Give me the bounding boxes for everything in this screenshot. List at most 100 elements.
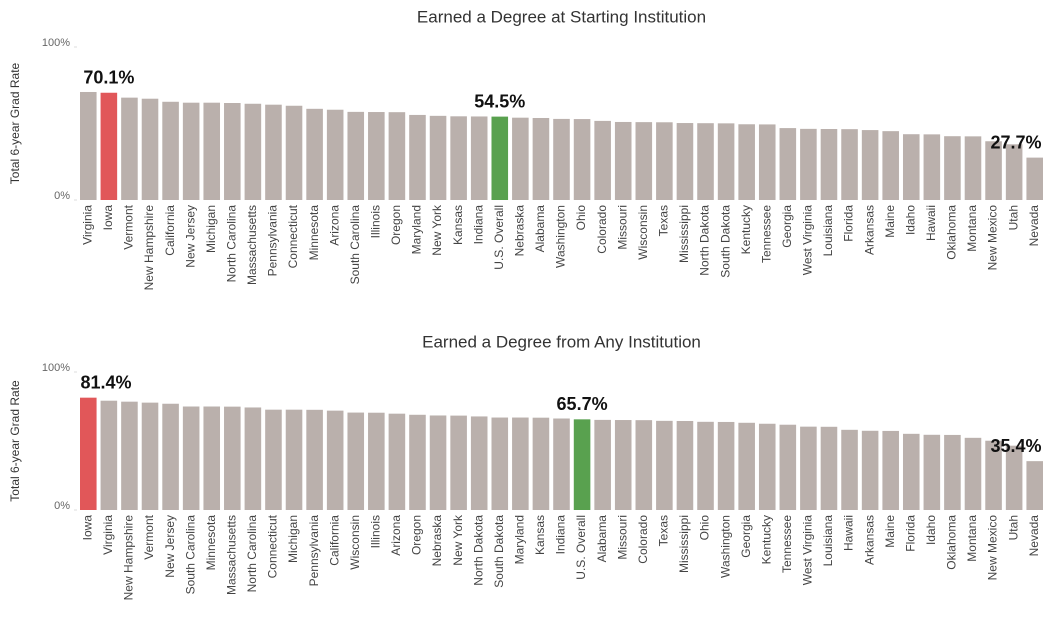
bar bbox=[553, 418, 570, 510]
bar bbox=[532, 117, 550, 200]
x-tick-label: Indiana bbox=[554, 515, 568, 555]
x-tick-label: Nebraska bbox=[513, 205, 527, 257]
x-tick-label: North Dakota bbox=[471, 515, 485, 586]
bar bbox=[820, 426, 838, 510]
bar bbox=[470, 116, 488, 200]
x-tick-label: Minnesota bbox=[204, 515, 218, 571]
bar bbox=[676, 123, 694, 200]
bar bbox=[964, 437, 982, 510]
x-tick-label: Pennsylvania bbox=[266, 205, 280, 277]
x-tick-label: Illinois bbox=[369, 205, 383, 238]
x-tick-label: Kentucky bbox=[739, 205, 753, 254]
bar bbox=[594, 419, 611, 510]
bar bbox=[285, 105, 303, 200]
x-tick-label: Hawaii bbox=[924, 205, 938, 241]
bar bbox=[820, 129, 838, 200]
x-tick-label: Utah bbox=[1006, 515, 1020, 540]
x-tick-label: Arizona bbox=[327, 205, 341, 246]
x-tick-label: Mississippi bbox=[677, 205, 691, 263]
x-tick-label: North Carolina bbox=[245, 515, 259, 593]
bar bbox=[80, 397, 97, 510]
x-tick-label: Maryland bbox=[410, 205, 424, 254]
x-tick-label: Iowa bbox=[80, 515, 94, 541]
x-tick-label: Idaho bbox=[924, 515, 938, 545]
bar bbox=[100, 92, 118, 200]
y-tick-label: 0% bbox=[54, 500, 70, 512]
x-tick-label: West Virginia bbox=[801, 515, 815, 586]
x-tick-label: Missouri bbox=[615, 515, 629, 560]
x-tick-label: Georgia bbox=[739, 515, 753, 558]
bar bbox=[944, 136, 961, 200]
x-tick-label: Oklahoma bbox=[945, 205, 959, 260]
x-tick-label: Illinois bbox=[369, 515, 383, 548]
bar bbox=[944, 434, 961, 510]
bar bbox=[1026, 157, 1043, 200]
x-tick-label: Iowa bbox=[101, 205, 115, 231]
bar bbox=[470, 416, 488, 510]
bar bbox=[224, 406, 241, 510]
bar bbox=[656, 122, 673, 200]
bar bbox=[368, 412, 385, 510]
x-tick-label: California bbox=[163, 205, 177, 256]
y-axis-label: Total 6-year Grad Rate bbox=[8, 62, 22, 184]
x-tick-label: South Dakota bbox=[492, 515, 506, 588]
x-tick-label: New York bbox=[430, 204, 444, 256]
bar bbox=[244, 407, 262, 510]
x-tick-label: South Carolina bbox=[183, 515, 197, 595]
bar bbox=[902, 134, 920, 200]
bar bbox=[491, 116, 509, 200]
x-tick-label: Ohio bbox=[698, 515, 712, 541]
bar bbox=[388, 112, 406, 200]
x-tick-label: Oklahoma bbox=[945, 515, 959, 570]
bar bbox=[717, 421, 735, 510]
bar bbox=[265, 104, 282, 200]
bar bbox=[532, 417, 550, 510]
bar bbox=[635, 420, 653, 510]
x-tick-label: Wisconsin bbox=[636, 205, 650, 260]
x-tick-label: Kansas bbox=[533, 515, 547, 555]
bar bbox=[326, 410, 344, 510]
x-tick-label: Tennessee bbox=[780, 515, 794, 573]
value-label: 54.5% bbox=[474, 91, 525, 111]
bar bbox=[306, 108, 323, 200]
x-tick-label: South Carolina bbox=[348, 205, 362, 285]
x-tick-label: Connecticut bbox=[286, 204, 300, 268]
bar bbox=[182, 406, 200, 510]
x-tick-label: Michigan bbox=[286, 515, 300, 563]
x-tick-label: California bbox=[327, 515, 341, 566]
x-tick-label: Connecticut bbox=[266, 514, 280, 578]
bar bbox=[614, 121, 632, 200]
x-tick-label: Montana bbox=[965, 515, 979, 562]
bar bbox=[491, 417, 509, 510]
x-tick-label: Wisconsin bbox=[348, 515, 362, 570]
bar bbox=[676, 420, 694, 510]
bar bbox=[614, 420, 632, 510]
bar bbox=[203, 406, 221, 510]
bar bbox=[841, 429, 858, 510]
bar bbox=[964, 136, 982, 200]
x-tick-label: Idaho bbox=[903, 205, 917, 235]
bar bbox=[285, 409, 303, 510]
bar bbox=[429, 115, 447, 200]
x-tick-label: New Hampshire bbox=[142, 205, 156, 291]
bar bbox=[1026, 461, 1043, 510]
x-tick-label: Vermont bbox=[142, 514, 156, 559]
x-tick-label: Indiana bbox=[471, 205, 485, 245]
bar bbox=[800, 426, 817, 510]
bar bbox=[265, 409, 282, 510]
bar bbox=[182, 102, 200, 200]
x-tick-label: Arkansas bbox=[862, 205, 876, 255]
bar bbox=[203, 102, 221, 200]
x-tick-label: Oregon bbox=[410, 515, 424, 555]
bar bbox=[923, 434, 941, 510]
x-tick-label: New York bbox=[451, 514, 465, 566]
x-tick-label: Ohio bbox=[574, 205, 588, 231]
bar bbox=[162, 101, 179, 200]
x-tick-label: Tennessee bbox=[759, 205, 773, 263]
x-tick-label: New Hampshire bbox=[122, 515, 136, 601]
x-tick-label: New Mexico bbox=[986, 515, 1000, 581]
x-tick-label: Colorado bbox=[595, 205, 609, 254]
bar bbox=[656, 420, 673, 510]
x-tick-label: North Carolina bbox=[224, 205, 238, 283]
bar bbox=[141, 402, 159, 510]
